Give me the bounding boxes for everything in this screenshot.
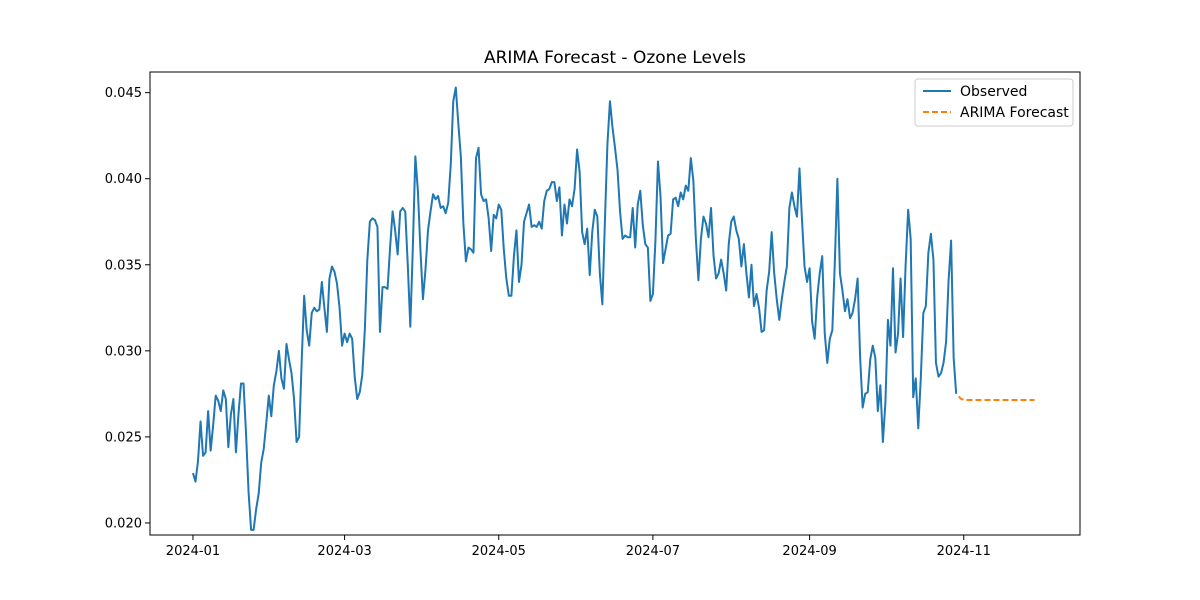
y-tick-label: 0.045 <box>105 86 142 101</box>
legend-box <box>914 78 1074 127</box>
x-tick-label: 2024-09 <box>782 544 836 559</box>
x-tick-label: 2024-11 <box>937 544 991 559</box>
chart-title: ARIMA Forecast - Ozone Levels <box>484 48 746 68</box>
x-axis: 2024-01 2024-03 2024-05 2024-07 2024-09 2024-… <box>166 535 991 559</box>
y-tick-label: 0.030 <box>105 344 142 359</box>
x-tick-label: 2024-01 <box>166 544 220 559</box>
y-tick-label: 0.035 <box>105 258 142 273</box>
plot-frame <box>149 71 1081 536</box>
x-tick-label: 2024-07 <box>626 544 680 559</box>
legend: Observed ARIMA Forecast <box>914 78 1074 127</box>
y-tick-label: 0.020 <box>105 516 142 531</box>
series-line-observed <box>192 86 958 531</box>
plot-area <box>149 71 1081 536</box>
x-tick-label: 2024-05 <box>472 544 526 559</box>
y-tick-label: 0.025 <box>105 430 142 445</box>
y-axis: 0.020 0.025 0.030 0.035 0.040 0.045 <box>105 86 150 531</box>
legend-label-observed: Observed <box>960 84 1027 100</box>
x-tick-label: 2024-03 <box>317 544 371 559</box>
legend-label-arima-forecast: ARIMA Forecast <box>960 105 1069 121</box>
y-tick-label: 0.040 <box>105 172 142 187</box>
series-layer <box>192 86 1035 531</box>
